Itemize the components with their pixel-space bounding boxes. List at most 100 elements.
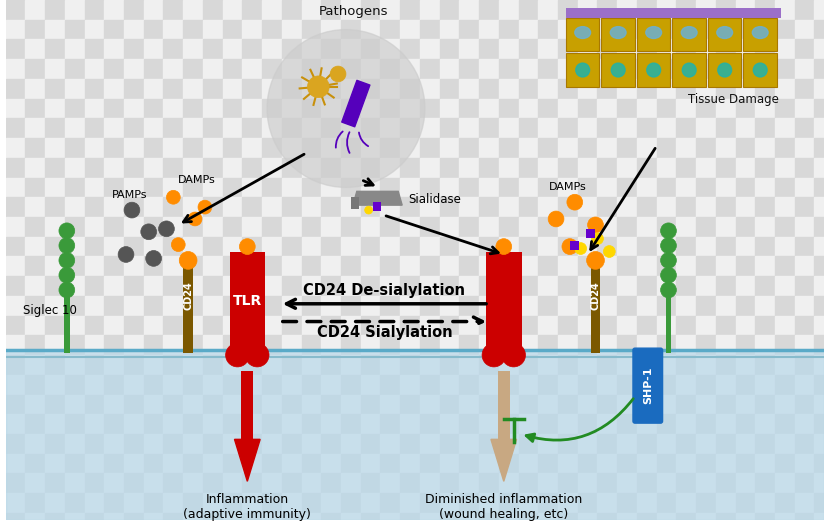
FancyArrowPatch shape [526,399,633,442]
Bar [164,197,183,217]
Bar [715,197,735,217]
Bar [321,493,341,513]
Bar [262,40,282,59]
Circle shape [267,30,425,188]
Bar [361,40,380,59]
Bar [558,138,578,158]
Bar [440,473,459,493]
Bar [558,99,578,119]
Bar [519,296,539,316]
Bar [775,178,795,197]
Bar [479,119,499,138]
Bar [578,197,598,217]
Bar [637,197,657,217]
Bar [519,40,539,59]
Bar [735,434,755,454]
Bar [578,99,598,119]
Bar [459,355,479,375]
Text: DAMPs: DAMPs [549,182,587,192]
Bar [65,296,85,316]
Bar [578,237,598,257]
Bar [144,99,164,119]
Bar [578,395,598,414]
Bar [459,40,479,59]
Bar [440,59,459,79]
Bar [440,316,459,335]
Bar [341,414,361,434]
Bar [301,138,321,158]
Bar [814,237,830,257]
Bar [65,276,85,296]
Bar [164,217,183,237]
Bar [735,355,755,375]
Bar [519,138,539,158]
Bar [558,276,578,296]
Bar [105,99,124,119]
Bar [637,395,657,414]
Bar [183,0,203,19]
Bar [657,119,676,138]
Bar [558,375,578,395]
Bar [26,217,45,237]
Bar [144,138,164,158]
Bar [321,99,341,119]
Bar [380,395,400,414]
Bar [282,276,301,296]
Bar [459,158,479,178]
Bar [164,99,183,119]
Bar [676,119,696,138]
Bar [598,513,618,527]
Bar [696,276,715,296]
Bar [262,454,282,473]
Bar [566,53,599,87]
Bar [775,316,795,335]
Bar [65,375,85,395]
Bar [578,473,598,493]
Bar [755,414,775,434]
Bar [26,79,45,99]
Bar [301,395,321,414]
Bar [558,237,578,257]
Bar [282,119,301,138]
Bar [578,276,598,296]
Bar [755,99,775,119]
Bar [578,335,598,355]
Bar [479,237,499,257]
Bar [105,473,124,493]
Bar [242,473,262,493]
Bar [203,217,222,237]
Bar [676,19,696,40]
Bar [203,296,222,316]
Bar [321,119,341,138]
Bar [164,473,183,493]
Bar [676,316,696,335]
Bar [499,138,519,158]
Bar [735,335,755,355]
Bar [440,99,459,119]
Bar [440,454,459,473]
Bar [222,178,242,197]
Bar [598,493,618,513]
Bar [400,493,420,513]
Bar [65,158,85,178]
Bar [164,513,183,527]
Bar [676,178,696,197]
Bar [262,178,282,197]
Bar [539,19,558,40]
Bar [361,19,380,40]
Bar [164,454,183,473]
Bar [380,335,400,355]
Bar [657,19,676,40]
Bar [26,257,45,276]
Ellipse shape [682,63,696,77]
Bar [676,335,696,355]
Bar [301,0,321,19]
Bar [400,296,420,316]
Bar [618,355,637,375]
Bar [814,158,830,178]
Bar [45,119,65,138]
Bar [715,335,735,355]
Bar [795,375,814,395]
Bar [440,217,459,237]
Bar [65,119,85,138]
